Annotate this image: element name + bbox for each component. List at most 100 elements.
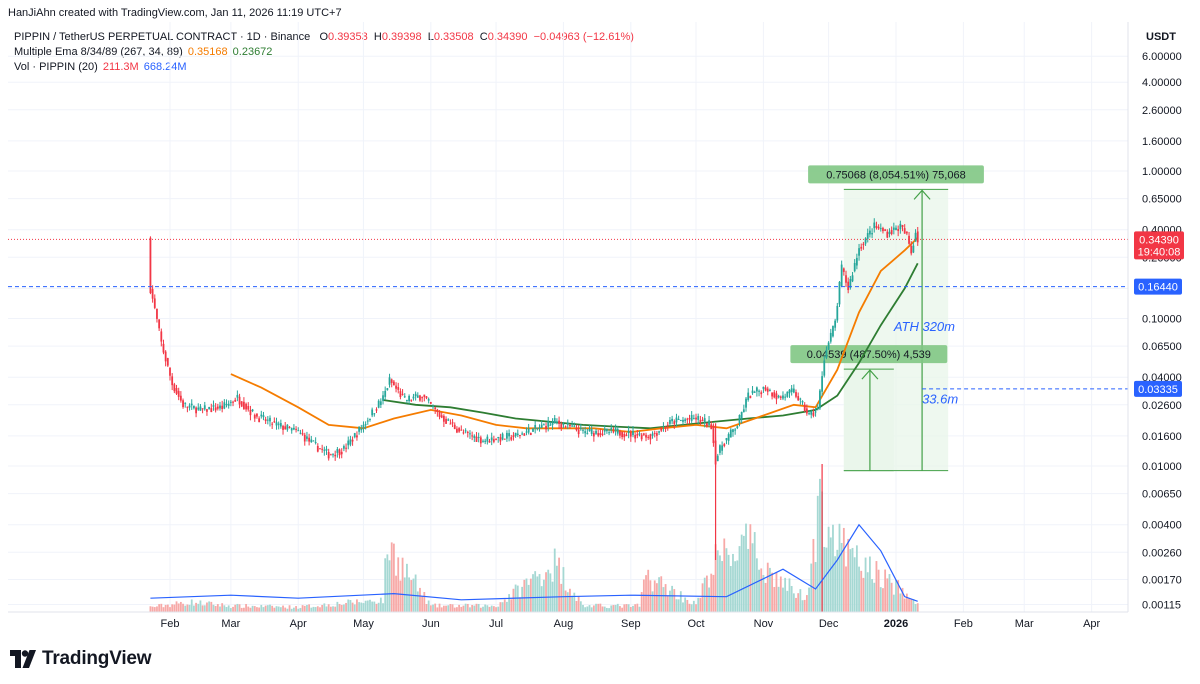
candle-body <box>812 412 815 416</box>
volume-bar <box>308 604 311 612</box>
volume-bar <box>734 561 737 612</box>
candle-body <box>608 432 610 434</box>
candle-body <box>382 395 384 401</box>
candle-body <box>601 433 604 435</box>
candle-body <box>279 423 282 427</box>
candle-body <box>612 431 615 433</box>
candle-body <box>464 430 467 432</box>
candle-body <box>792 388 795 393</box>
candle-body <box>671 418 674 422</box>
volume-bar <box>321 604 324 612</box>
candle-body <box>312 440 315 442</box>
symbol-legend-row[interactable]: PIPPIN / TetherUS PERPETUAL CONTRACT · 1… <box>14 30 634 45</box>
volume-bar <box>162 607 165 612</box>
candle-body <box>247 405 250 410</box>
candle-body <box>225 404 228 406</box>
volume-bar <box>466 603 469 612</box>
candle-body <box>514 432 517 437</box>
volume-bar <box>497 606 500 612</box>
volume-bar <box>425 603 428 612</box>
candle-body <box>790 388 793 392</box>
volume-bar <box>873 582 876 612</box>
candle-body <box>338 449 341 456</box>
price-tick-label: 1.00000 <box>1142 166 1182 178</box>
candle-body <box>738 414 741 424</box>
volume-bar <box>632 605 634 612</box>
ema-indicator-label[interactable]: Multiple Ema 8/34/89 (267, 34, 89) <box>14 46 183 58</box>
ema-34-value: 0.35168 <box>187 46 228 58</box>
volume-bar <box>586 606 589 612</box>
candle-body <box>795 392 797 397</box>
time-tick-label: May <box>353 618 374 630</box>
price-scale-currency[interactable]: USDT <box>1146 31 1176 43</box>
tradingview-logo[interactable]: TradingView <box>10 648 152 670</box>
candle-body <box>747 392 750 400</box>
candle-body <box>508 433 510 437</box>
candle-body <box>160 331 163 342</box>
time-tick-label: Jul <box>489 618 503 630</box>
price-tick-label: 2.60000 <box>1142 105 1182 117</box>
candle-body <box>877 226 880 229</box>
candle-body <box>495 439 497 441</box>
volume-bar <box>312 606 315 612</box>
volume-bar <box>401 557 404 612</box>
volume-bar <box>579 601 582 612</box>
volume-bar <box>460 606 463 612</box>
volume-bar <box>386 554 389 612</box>
candle-body <box>597 433 600 436</box>
volume-bar <box>406 563 408 612</box>
time-tick-label: Dec <box>819 618 839 630</box>
volume-bar <box>601 606 604 612</box>
volume-bar <box>288 605 291 612</box>
volume-bar <box>301 605 304 612</box>
volume-bar <box>716 550 719 612</box>
volume-bar <box>762 574 765 612</box>
candle-body <box>249 409 252 416</box>
volume-legend-row[interactable]: Vol · PIPPIN (20) 211.3M 668.24M <box>14 60 634 75</box>
ema-legend-row[interactable]: Multiple Ema 8/34/89 (267, 34, 89) 0.351… <box>14 45 634 60</box>
symbol-name[interactable]: PIPPIN / TetherUS PERPETUAL CONTRACT · 1… <box>14 31 311 43</box>
candle-body <box>351 439 354 442</box>
candle-body <box>488 440 491 443</box>
volume-bar <box>529 578 532 612</box>
candle-body <box>914 232 917 242</box>
candle-body <box>421 397 424 399</box>
candle-body <box>377 400 380 408</box>
volume-bar <box>582 604 584 612</box>
volume-bar <box>225 607 228 612</box>
volume-bar <box>297 608 300 612</box>
candle-body <box>842 268 845 272</box>
volume-bar <box>688 603 691 612</box>
volume-bar <box>660 576 663 612</box>
candle-body <box>445 418 447 424</box>
candle-body <box>258 418 261 422</box>
volume-bar <box>495 607 497 612</box>
volume-bar <box>414 574 417 612</box>
candle-body <box>640 434 643 440</box>
volume-bar <box>814 562 817 612</box>
candle-body <box>855 257 858 266</box>
volume-bar <box>334 606 337 612</box>
volume-bar <box>771 572 774 612</box>
candle-body <box>627 430 630 434</box>
candle-body <box>634 434 637 439</box>
volume-indicator-label[interactable]: Vol · PIPPIN (20) <box>14 61 98 73</box>
candle-body <box>245 403 247 410</box>
candle-body <box>482 440 484 442</box>
candle-body <box>173 384 176 392</box>
candle-body <box>655 433 658 436</box>
candle-body <box>262 415 265 418</box>
candle-body <box>651 433 654 436</box>
volume-bar <box>427 600 430 612</box>
candle-body <box>158 319 161 329</box>
volume-bar <box>329 606 332 612</box>
candle-body <box>501 433 504 440</box>
candle-body <box>182 400 184 408</box>
volume-bar <box>243 607 245 612</box>
volume-bar <box>851 547 854 612</box>
volume-bar <box>564 590 567 612</box>
candle-body <box>169 367 171 376</box>
volume-bar <box>410 580 413 612</box>
time-tick-label: Mar <box>1015 618 1034 630</box>
